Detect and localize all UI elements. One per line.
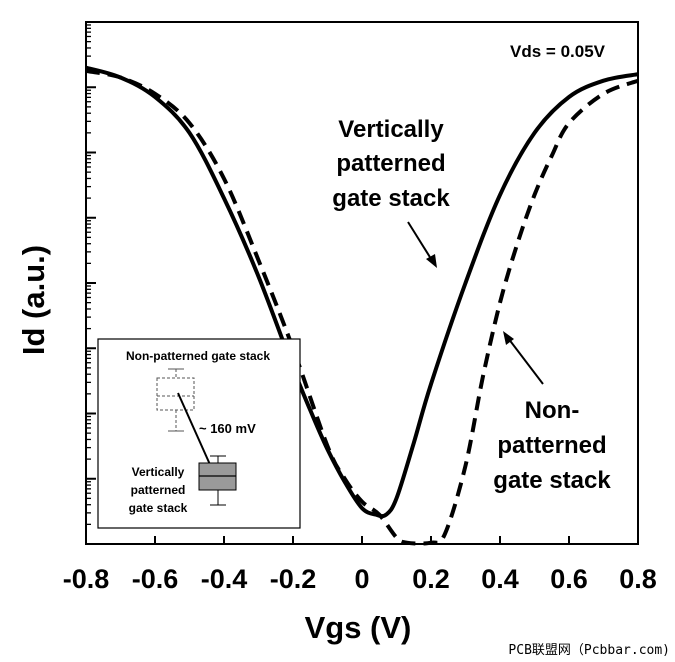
arrow-head-icon	[426, 254, 437, 268]
inset-boxplot: Non-patterned gate stack ~ 160 mV Vertic…	[97, 338, 301, 529]
inset-shift-label: ~ 160 mV	[199, 421, 256, 436]
x-axis-title: Vgs (V)	[305, 610, 412, 645]
x-tick-label: 0	[354, 564, 369, 594]
annotation-arrow	[507, 337, 544, 385]
annotation-line: gate stack	[493, 467, 611, 494]
watermark-text: PCB联盟网（Pcbbar.com)	[508, 643, 670, 658]
x-axis-ticks	[85, 536, 639, 544]
annotation-vertically-patterned: Vertically patterned gate stack	[332, 116, 450, 268]
x-tick-label: -0.8	[63, 564, 110, 594]
y-axis-title: Id (a.u.)	[16, 245, 51, 355]
annotation-line: Non-	[525, 397, 580, 424]
inset-bottom-label: gate stack	[129, 501, 188, 515]
series-layer	[85, 65, 639, 546]
x-tick-label: -0.4	[201, 564, 248, 594]
annotation-line: gate stack	[332, 185, 450, 212]
y-axis-ticks	[86, 24, 96, 545]
inset-bottom-label: Vertically	[132, 465, 185, 479]
x-tick-label: 0.6	[550, 564, 588, 594]
x-tick-label: 0.2	[412, 564, 450, 594]
series-line-vertically-patterned	[85, 65, 639, 519]
annotation-arrow	[407, 221, 434, 263]
series-line-non-patterned	[85, 68, 639, 546]
inset-top-label: Non-patterned gate stack	[126, 349, 270, 363]
annotation-non-patterned: Non- patterned gate stack	[493, 331, 611, 494]
inset-frame	[97, 338, 301, 529]
x-tick-label: 0.4	[481, 564, 519, 594]
inset-bottom-label: patterned	[131, 483, 186, 497]
annotation-line: patterned	[336, 150, 445, 177]
x-tick-label: -0.6	[132, 564, 179, 594]
arrow-head-icon	[503, 331, 514, 345]
condition-label: Vds = 0.05V	[510, 42, 606, 61]
x-tick-label: -0.2	[270, 564, 317, 594]
x-tick-labels: -0.8 -0.6 -0.4 -0.2 0 0.2 0.4 0.6 0.8	[63, 564, 657, 594]
inset-box-non-patterned	[156, 377, 195, 411]
x-tick-label: 0.8	[619, 564, 657, 594]
annotation-line: Vertically	[338, 116, 444, 143]
annotation-line: patterned	[497, 432, 606, 459]
